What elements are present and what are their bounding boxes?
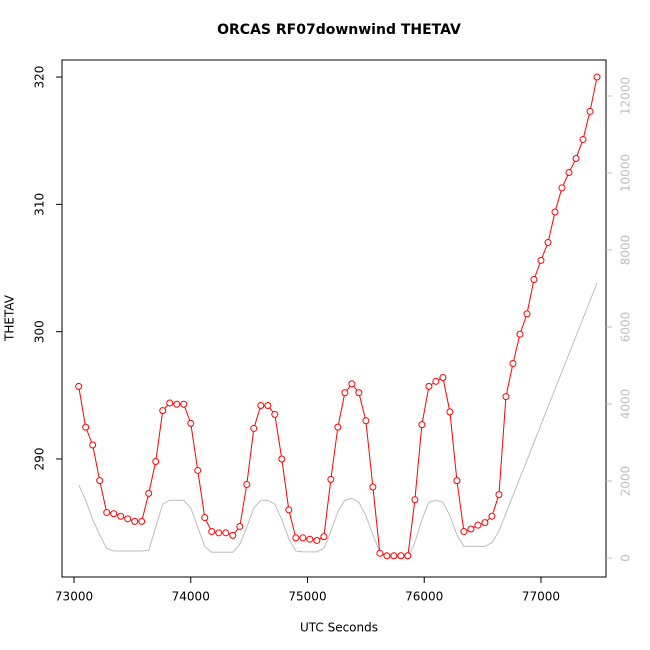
data-point: [488, 512, 496, 520]
data-point: [446, 408, 454, 416]
data-point: [348, 380, 356, 388]
data-point: [516, 330, 524, 338]
y2-tick-label: 2000: [619, 466, 633, 497]
data-point: [544, 239, 552, 247]
data-point: [565, 169, 573, 177]
data-point: [194, 466, 202, 474]
data-point: [166, 399, 174, 407]
data-point: [103, 508, 111, 516]
data-point: [229, 531, 237, 539]
data-point: [89, 441, 97, 449]
data-point: [334, 423, 342, 431]
data-point: [320, 533, 328, 541]
data-point: [397, 552, 405, 560]
data-point: [96, 477, 104, 485]
y-axis-label: THETAV: [3, 294, 17, 342]
x-axis-label: UTC Seconds: [300, 621, 378, 635]
data-point: [537, 256, 545, 264]
data-point: [523, 310, 531, 318]
data-point: [159, 407, 167, 415]
data-point: [208, 528, 216, 536]
y-tick-label: 300: [33, 320, 47, 343]
data-point: [110, 510, 118, 518]
x-tick-label: 75000: [288, 590, 326, 604]
data-point: [82, 423, 90, 431]
y2-tick-label: 4000: [619, 389, 633, 420]
data-point: [593, 73, 601, 81]
data-point: [187, 419, 195, 427]
y-tick-label: 310: [33, 193, 47, 216]
data-point: [117, 512, 125, 520]
data-point: [558, 184, 566, 192]
data-point: [152, 458, 160, 466]
data-point: [313, 536, 321, 544]
data-point: [474, 521, 482, 529]
data-point: [285, 506, 293, 514]
y-tick-label: 290: [33, 448, 47, 471]
data-point: [306, 535, 314, 543]
data-point: [579, 135, 587, 143]
data-point: [467, 525, 475, 533]
data-point: [173, 400, 181, 408]
data-point: [432, 377, 440, 385]
data-point: [341, 389, 349, 397]
data-point: [481, 519, 489, 527]
data-point: [530, 275, 538, 283]
y2-tick-label: 0: [619, 554, 633, 562]
data-point: [404, 552, 412, 560]
chart-title: ORCAS RF07downwind THETAV: [217, 22, 461, 38]
data-point: [390, 552, 398, 560]
data-point: [243, 480, 251, 488]
data-point: [180, 400, 188, 408]
y-tick-label: 320: [33, 66, 47, 89]
data-point: [551, 208, 559, 216]
data-point: [586, 107, 594, 115]
data-point: [138, 517, 146, 525]
plot-frame: [61, 59, 607, 578]
data-point: [215, 529, 223, 537]
data-point: [257, 402, 265, 410]
y2-tick-label: 12000: [619, 77, 633, 115]
data-point: [292, 534, 300, 542]
data-point: [383, 552, 391, 560]
data-point: [131, 517, 139, 525]
data-point: [124, 515, 132, 523]
data-point: [299, 534, 307, 542]
x-tick-label: 77000: [522, 590, 560, 604]
y2-tick-label: 10000: [619, 154, 633, 192]
data-point: [411, 496, 419, 504]
data-point: [418, 421, 426, 429]
series-line: [78, 282, 598, 559]
data-point: [264, 402, 272, 410]
data-point: [460, 528, 468, 536]
data-point: [495, 491, 503, 499]
data-point: [502, 393, 510, 401]
y2-tick-label: 8000: [619, 235, 633, 266]
data-point: [145, 489, 153, 497]
series-line: [78, 76, 598, 557]
data-point: [201, 514, 209, 522]
data-point: [355, 389, 363, 397]
data-point: [236, 522, 244, 530]
data-point: [509, 360, 517, 368]
data-point: [327, 475, 335, 483]
data-point: [250, 424, 258, 432]
x-tick-label: 76000: [405, 590, 443, 604]
data-point: [439, 374, 447, 382]
data-point: [271, 410, 279, 418]
data-point: [278, 455, 286, 463]
data-point: [369, 483, 377, 491]
data-point: [425, 382, 433, 390]
y2-tick-label: 6000: [619, 312, 633, 343]
x-tick-label: 73000: [55, 590, 93, 604]
data-point: [222, 529, 230, 537]
data-point: [362, 417, 370, 425]
data-point: [376, 549, 384, 557]
x-tick-label: 74000: [172, 590, 210, 604]
data-point: [453, 477, 461, 485]
data-point: [75, 382, 83, 390]
data-point: [572, 155, 580, 163]
